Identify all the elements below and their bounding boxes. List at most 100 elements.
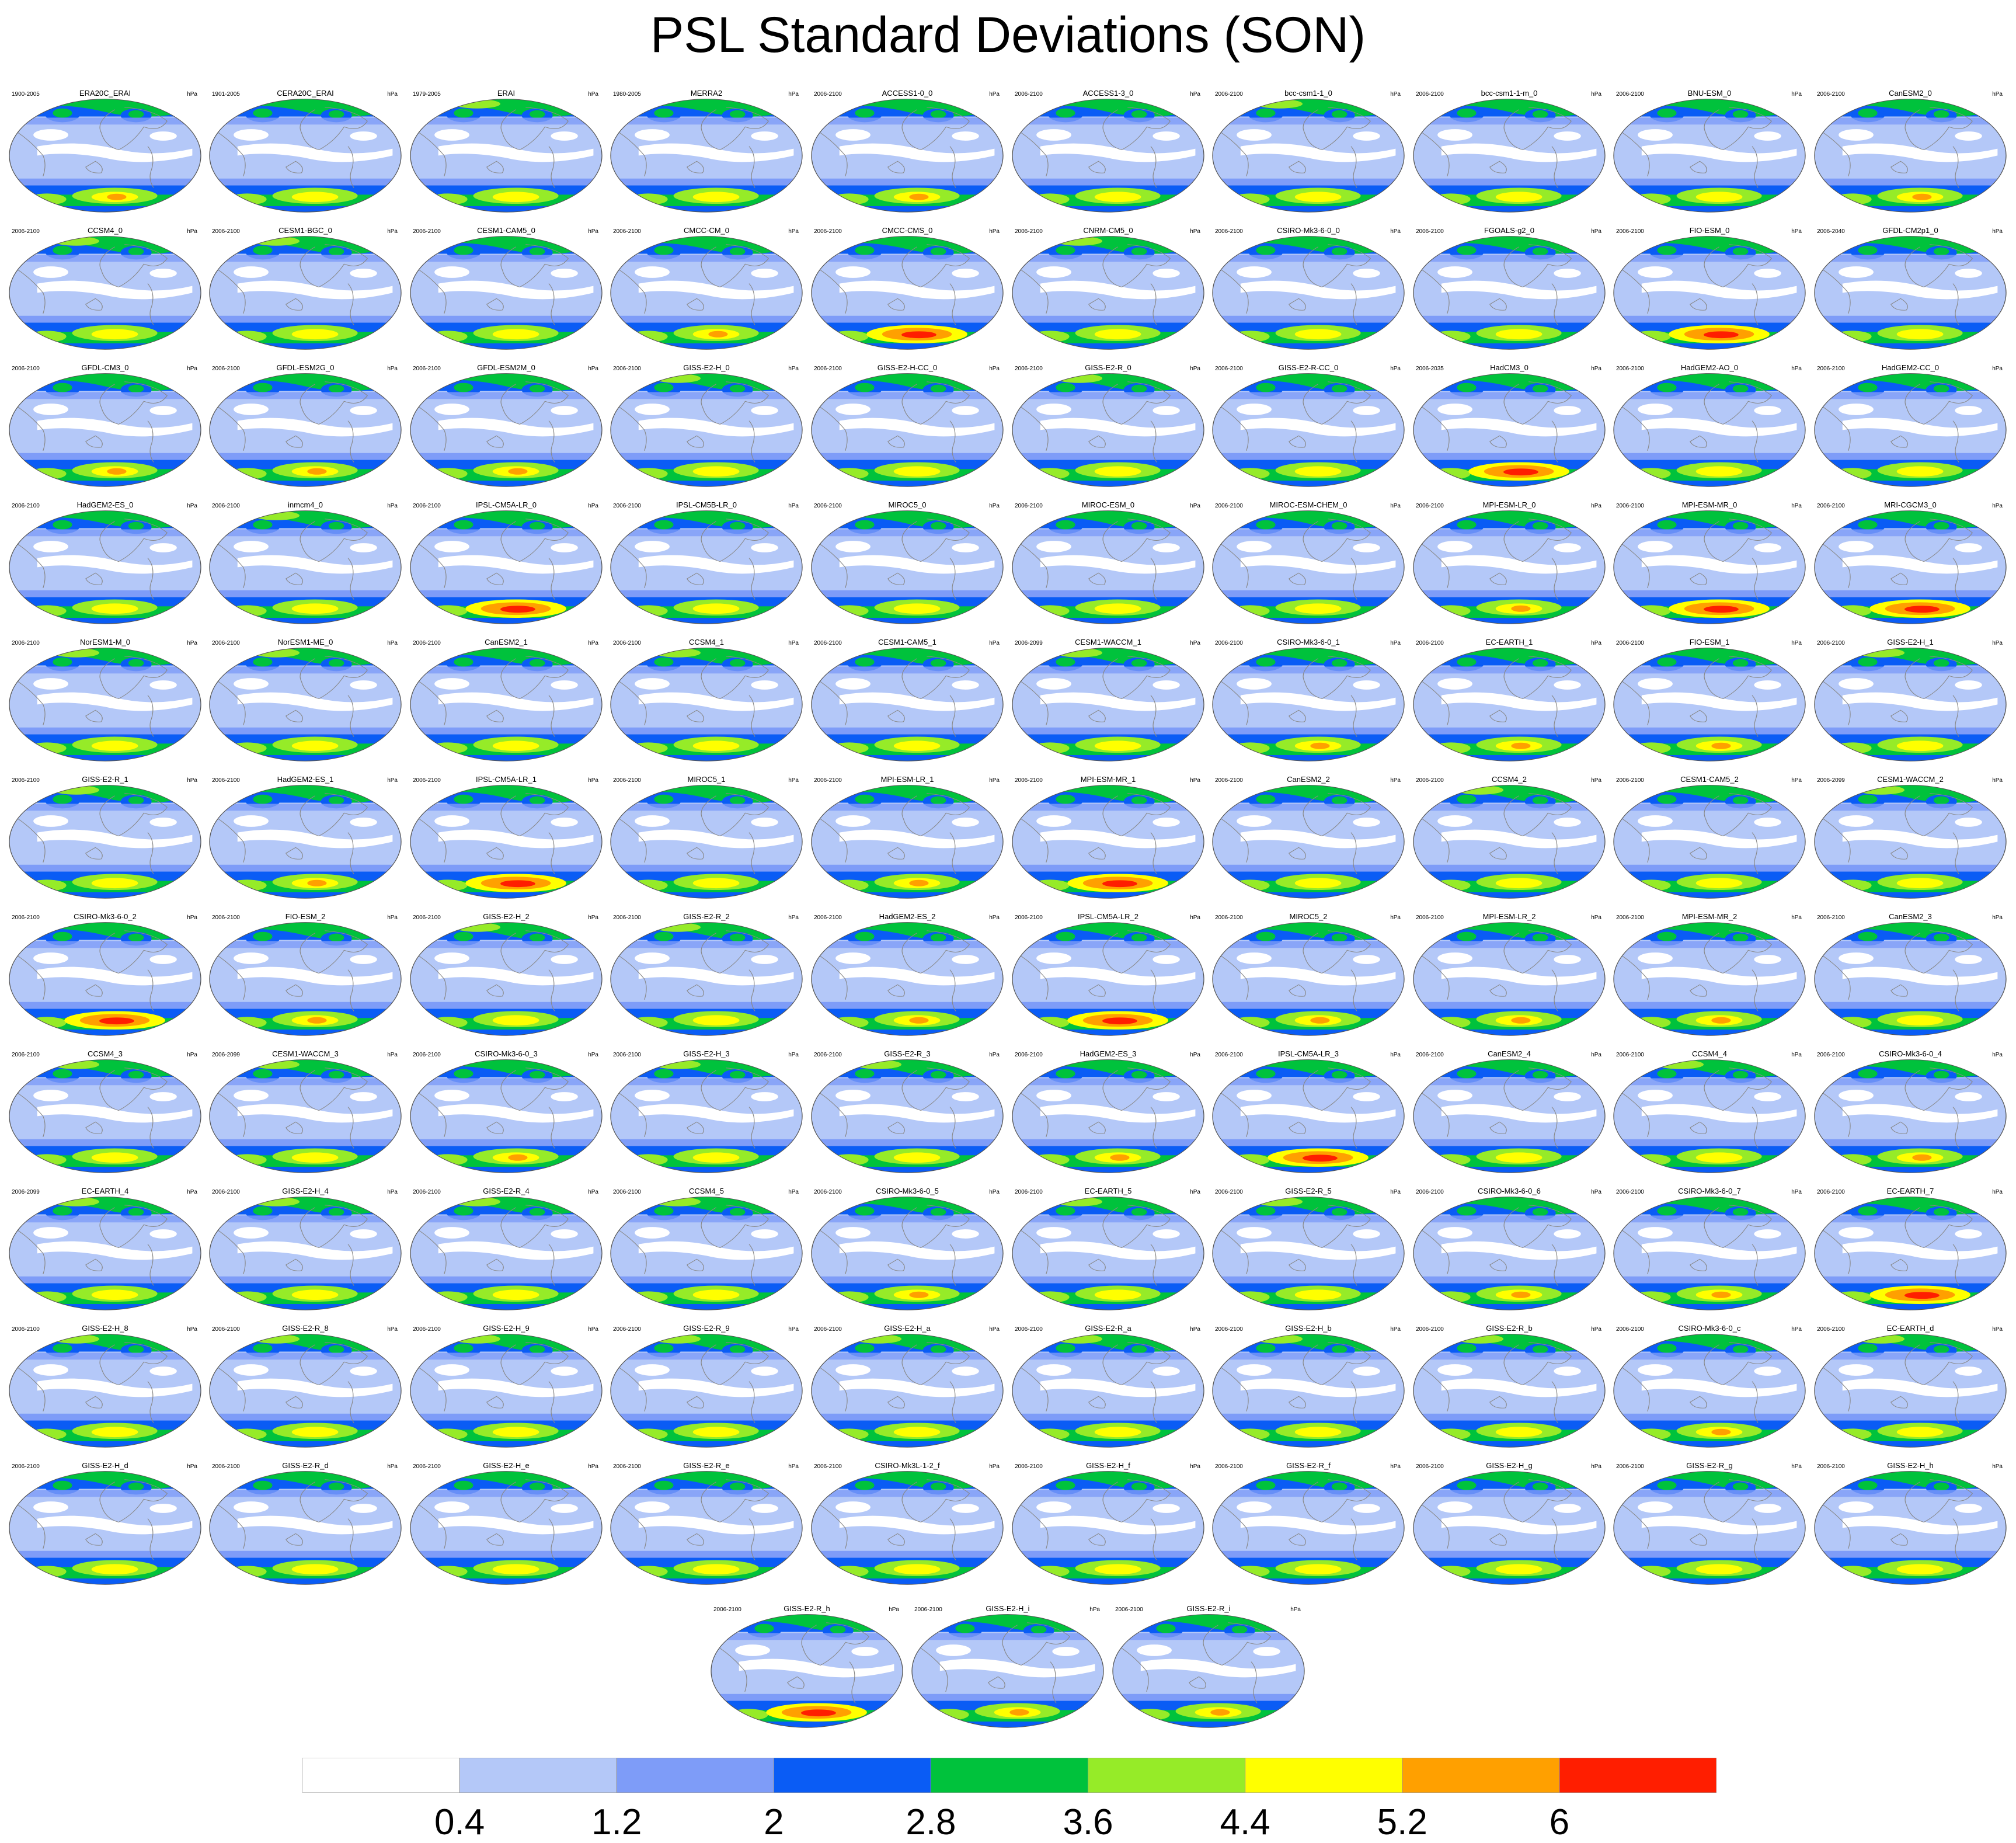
panel-unit: hPa xyxy=(187,1326,197,1333)
panel-unit: hPa xyxy=(1591,914,1601,921)
world-map xyxy=(1413,922,1606,1036)
panel-header: 2006-2100 CSIRO-Mk3-6-0_c hPa xyxy=(1610,1323,1809,1337)
panel-years: 2006-2100 xyxy=(1817,1189,1845,1195)
panel-years: 1901-2005 xyxy=(212,91,240,98)
map-panel: 2006-2100 MPI-ESM-MR_0 hPa xyxy=(1610,498,1809,632)
panel-model-name: ERA20C_ERAI xyxy=(79,89,131,98)
panel-unit: hPa xyxy=(788,914,799,921)
map-panel: 2006-2100 GISS-E2-H_a hPa xyxy=(808,1322,1007,1456)
panel-years: 2006-2100 xyxy=(12,777,40,784)
panel-model-name: GFDL-CM2p1_0 xyxy=(1882,226,1938,235)
panel-model-name: CERA20C_ERAI xyxy=(277,89,334,98)
panel-model-name: MIROC5_1 xyxy=(687,775,726,784)
panel-unit: hPa xyxy=(1190,366,1200,372)
world-map xyxy=(1012,1197,1204,1310)
map-panel: 2006-2100 GISS-E2-R_e hPa xyxy=(607,1459,806,1593)
panel-unit: hPa xyxy=(187,1189,197,1195)
panel-years: 2006-2100 xyxy=(1616,777,1644,784)
panel-model-name: EC-EARTH_7 xyxy=(1886,1187,1934,1195)
panel-model-name: GISS-E2-H_0 xyxy=(683,363,730,372)
panel-model-name: MPI-ESM-LR_2 xyxy=(1482,912,1536,921)
panel-header: 2006-2100 HadGEM2-ES_3 hPa xyxy=(1009,1048,1207,1062)
world-map xyxy=(9,922,201,1036)
panel-years: 2006-2100 xyxy=(212,777,240,784)
colorbar-tick-label: 3.6 xyxy=(1063,1802,1113,1842)
panel-header: 2006-2100 GISS-E2-R_a hPa xyxy=(1009,1323,1207,1337)
panel-model-name: MPI-ESM-MR_2 xyxy=(1681,912,1738,921)
panel-years: 2006-2099 xyxy=(12,1189,40,1195)
map-panel: 2006-2100 GISS-E2-H_3 hPa xyxy=(607,1047,806,1181)
world-map xyxy=(1413,1471,1606,1585)
panel-years: 2006-2100 xyxy=(814,228,842,235)
panel-header: 2006-2100 CMCC-CM_0 hPa xyxy=(607,225,806,239)
panel-model-name: GISS-E2-H_h xyxy=(1887,1461,1934,1470)
panel-header: 2006-2100 GISS-E2-H_h hPa xyxy=(1811,1460,2010,1474)
panel-header: 2006-2100 CCSM4_5 hPa xyxy=(607,1185,806,1199)
map-panel: 2006-2100 MPI-ESM-MR_2 hPa xyxy=(1610,910,1809,1044)
panel-years: 2006-2100 xyxy=(1817,1326,1845,1333)
panel-years: 2006-2100 xyxy=(1015,1463,1043,1470)
map-panel: 2006-2100 CanESM2_4 hPa xyxy=(1410,1047,1608,1181)
colorbar-tick-label: 0.4 xyxy=(434,1802,485,1842)
panel-header: 2006-2099 CESM1-WACCM_1 hPa xyxy=(1009,637,1207,651)
map-panel: 2006-2100 CSIRO-Mk3-6-0_4 hPa xyxy=(1811,1047,2010,1181)
map-panel: 2006-2100 NorESM1-M_0 hPa xyxy=(6,635,204,770)
map-panel: 2006-2100 MIROC-ESM-CHEM_0 hPa xyxy=(1209,498,1408,632)
map-panel: 2006-2100 GISS-E2-R_a hPa xyxy=(1009,1322,1207,1456)
world-map xyxy=(410,1471,603,1585)
panel-unit: hPa xyxy=(588,503,598,509)
map-panel: 2006-2100 BNU-ESM_0 hPa xyxy=(1610,86,1809,221)
map-panel: 2006-2100 CSIRO-Mk3-6-0_1 hPa xyxy=(1209,635,1408,770)
panel-years: 2006-2100 xyxy=(814,1463,842,1470)
panel-model-name: GISS-E2-H_9 xyxy=(483,1324,530,1333)
panel-model-name: CSIRO-Mk3L-1-2_f xyxy=(875,1461,940,1470)
world-map xyxy=(209,1334,402,1448)
panel-model-name: CSIRO-Mk3-6-0_c xyxy=(1678,1324,1741,1333)
panel-years: 2006-2100 xyxy=(1616,1189,1644,1195)
map-panel: 2006-2100 CMCC-CM_0 hPa xyxy=(607,224,806,358)
world-map xyxy=(1212,1059,1405,1173)
panel-header: 2006-2100 HadGEM2-CC_0 hPa xyxy=(1811,362,2010,376)
map-panel: 2006-2100 HadGEM2-ES_2 hPa xyxy=(808,910,1007,1044)
panel-unit: hPa xyxy=(1791,914,1802,921)
panel-header: 2006-2100 HadGEM2-ES_1 hPa xyxy=(206,774,405,788)
panel-model-name: inmcm4_0 xyxy=(288,500,323,509)
panel-years: 2006-2100 xyxy=(212,1326,240,1333)
colorbar-tick-label: 6 xyxy=(1549,1802,1570,1842)
panel-years: 2006-2040 xyxy=(1817,228,1845,235)
map-panel: 2006-2100 GFDL-CM3_0 hPa xyxy=(6,361,204,495)
panel-header: 2006-2100 CCSM4_4 hPa xyxy=(1610,1048,1809,1062)
map-panel: 2006-2100 GISS-E2-R_8 hPa xyxy=(206,1322,405,1456)
panel-header: 2006-2100 CanESM2_3 hPa xyxy=(1811,911,2010,925)
map-panel: 2006-2100 GISS-E2-R_0 hPa xyxy=(1009,361,1207,495)
world-map xyxy=(1814,510,2007,624)
world-map xyxy=(9,1059,201,1173)
panel-unit: hPa xyxy=(1791,366,1802,372)
panel-header: 2006-2100 GISS-E2-R_g hPa xyxy=(1610,1460,1809,1474)
map-panel: 2006-2100 HadGEM2-ES_1 hPa xyxy=(206,773,405,907)
panel-model-name: GISS-E2-R_h xyxy=(784,1604,830,1613)
panel-unit: hPa xyxy=(989,503,1000,509)
panel-unit: hPa xyxy=(1591,503,1601,509)
panel-model-name: MERRA2 xyxy=(690,89,723,98)
colorbar-swatch xyxy=(302,1758,460,1793)
map-panel: 2006-2100 CSIRO-Mk3-6-0_c hPa xyxy=(1610,1322,1809,1456)
panel-unit: hPa xyxy=(1591,777,1601,784)
world-map xyxy=(811,236,1004,350)
panel-header: 2006-2100 GFDL-CM3_0 hPa xyxy=(6,362,204,376)
world-map xyxy=(1012,373,1204,487)
map-panel: 2006-2100 CSIRO-Mk3-6-0_3 hPa xyxy=(407,1047,605,1181)
panel-header: 2006-2100 CSIRO-Mk3-6-0_3 hPa xyxy=(407,1048,605,1062)
map-panel: 2006-2100 GISS-E2-H_0 hPa xyxy=(607,361,806,495)
panel-header: 2006-2100 CSIRO-Mk3-6-0_5 hPa xyxy=(808,1185,1007,1199)
panel-model-name: GISS-E2-R_i xyxy=(1186,1604,1231,1613)
panel-unit: hPa xyxy=(1190,777,1200,784)
panel-header: 2006-2100 GISS-E2-R_8 hPa xyxy=(206,1323,405,1337)
panel-unit: hPa xyxy=(1992,91,2003,98)
colorbar-swatch xyxy=(459,1758,617,1793)
map-panel: 2006-2100 MIROC5_2 hPa xyxy=(1209,910,1408,1044)
panel-model-name: MPI-ESM-LR_1 xyxy=(880,775,934,784)
panel-unit: hPa xyxy=(889,1606,899,1613)
panel-years: 2006-2100 xyxy=(814,777,842,784)
map-panel: 2006-2100 HadGEM2-ES_0 hPa xyxy=(6,498,204,632)
